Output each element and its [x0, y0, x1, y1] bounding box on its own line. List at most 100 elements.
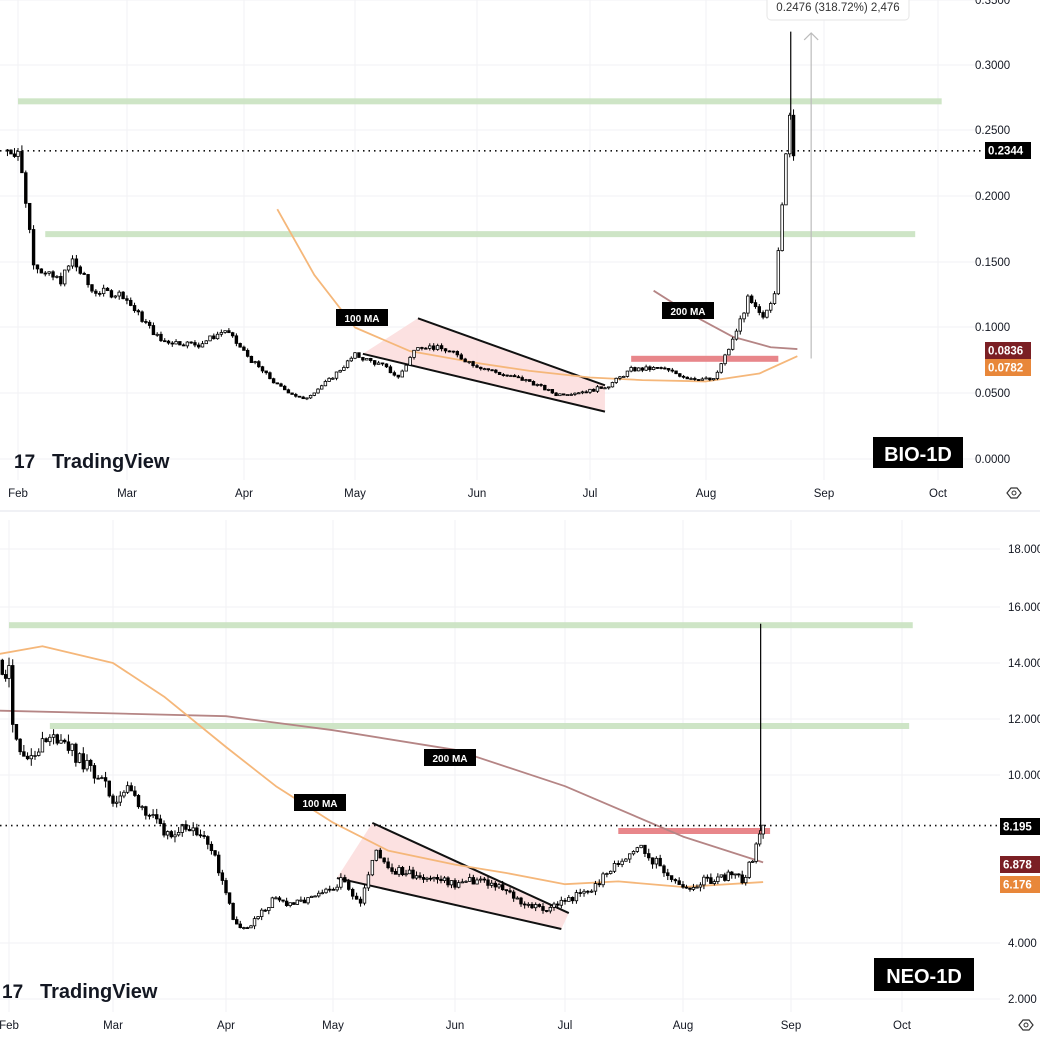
last-price-tag-box	[1000, 818, 1040, 835]
candle-body	[380, 362, 385, 365]
y-axis-tick-label: 0.2500	[975, 125, 1010, 137]
candle-body	[125, 298, 129, 301]
candle-body	[584, 391, 588, 394]
tradingview-logo-text: TradingView	[40, 981, 158, 1003]
candle-body	[163, 340, 167, 343]
candle-body	[245, 349, 250, 357]
candle-body	[187, 828, 192, 832]
candle-body	[541, 906, 545, 911]
candle-body	[238, 923, 242, 929]
candle-body	[166, 340, 171, 344]
falling-wedge-fill	[362, 318, 605, 412]
candle-body	[749, 295, 754, 304]
candle-body	[335, 886, 339, 891]
candle-body	[185, 341, 190, 347]
candle-body	[715, 371, 720, 379]
candle-body	[24, 172, 28, 204]
candle-body	[471, 877, 476, 885]
candle-body	[754, 843, 758, 862]
candle-body	[44, 738, 48, 743]
bio-chart-panel[interactable]: 0.3500 0.3000 0.2500 0.2000 0.1500 0.1000 0.05…	[0, 0, 1031, 500]
x-axis-tick-label: May	[322, 1020, 344, 1032]
candle-body	[451, 350, 456, 353]
candle-body	[170, 342, 174, 345]
neo-chart-panel[interactable]: 18.000 16.000 14.000 12.000 10.000 4.000 2.000…	[0, 520, 1040, 1032]
ma100-label: 100 MA	[344, 314, 379, 325]
candle-body	[55, 734, 59, 744]
candle-body	[324, 888, 328, 894]
candle-body	[723, 874, 727, 881]
x-axis-tick-label: Jul	[583, 488, 598, 500]
ma200-label: 200 MA	[670, 307, 705, 318]
y-axis-tick-label: 4.000	[1008, 938, 1037, 950]
candle-body	[788, 114, 792, 155]
candle-body	[608, 870, 613, 874]
candle-body	[284, 900, 289, 906]
candle-body	[567, 896, 571, 902]
candle-body	[338, 369, 342, 373]
candle-body	[681, 375, 686, 378]
candle-body	[537, 904, 542, 907]
candle-body	[181, 344, 186, 347]
candle-body	[114, 801, 119, 804]
candle-body	[206, 836, 210, 845]
candle-body	[648, 366, 652, 370]
candle-body	[654, 857, 659, 865]
candle-body	[612, 863, 617, 872]
candle-body	[334, 371, 339, 379]
candle-body	[51, 271, 55, 278]
candle-body	[479, 366, 483, 370]
ma100-label: 100 MA	[302, 799, 337, 810]
settings-icon[interactable]	[1018, 1019, 1034, 1031]
bio-ticker-badge: BIO-1D	[873, 437, 963, 468]
candle-body	[357, 352, 361, 358]
candle-body	[292, 902, 296, 905]
candle-body	[90, 284, 94, 292]
candle-body	[392, 372, 397, 376]
candle-body	[256, 916, 260, 920]
candle-body	[204, 340, 208, 345]
candle-body	[195, 827, 199, 836]
candle-body	[215, 333, 220, 340]
candle-body	[176, 832, 181, 836]
candle-body	[301, 396, 305, 400]
settings-icon[interactable]	[1006, 487, 1022, 499]
candle-body	[308, 394, 313, 399]
candle-body	[772, 293, 777, 304]
candle-body	[358, 898, 363, 904]
candle-body	[459, 354, 463, 360]
y-axis-tick-label: 18.000	[1008, 544, 1040, 556]
candle-body	[512, 375, 517, 378]
candle-body	[122, 791, 126, 797]
candle-body	[317, 892, 321, 897]
candle-body	[449, 880, 454, 886]
tradingview-logo-glyph: 17	[14, 452, 35, 473]
x-axis-tick-label: Sep	[781, 1020, 801, 1032]
candle-body	[593, 883, 598, 892]
candle-body	[309, 895, 314, 898]
candle-body	[659, 367, 663, 369]
candle-body	[544, 910, 549, 912]
candle-body	[92, 765, 97, 779]
candle-body	[70, 258, 75, 267]
candle-body	[234, 335, 239, 344]
candle-body	[662, 865, 666, 874]
candle-body	[361, 357, 365, 361]
candle-body	[238, 343, 242, 348]
candle-body	[111, 795, 115, 804]
candle-body	[705, 876, 710, 879]
candle-body	[35, 264, 40, 270]
candle-body	[136, 795, 141, 808]
candle-body	[669, 875, 674, 880]
candle-body	[592, 388, 596, 392]
candle-body	[259, 909, 264, 917]
x-axis-tick-label: Feb	[8, 488, 28, 500]
candle-body	[734, 330, 739, 340]
x-axis-tick-label: Apr	[235, 488, 253, 500]
y-axis-tick-label: 14.000	[1008, 658, 1040, 670]
candle-body	[565, 394, 570, 396]
candle-body	[197, 344, 201, 348]
candle-body	[580, 391, 585, 394]
candle-body	[89, 759, 93, 766]
